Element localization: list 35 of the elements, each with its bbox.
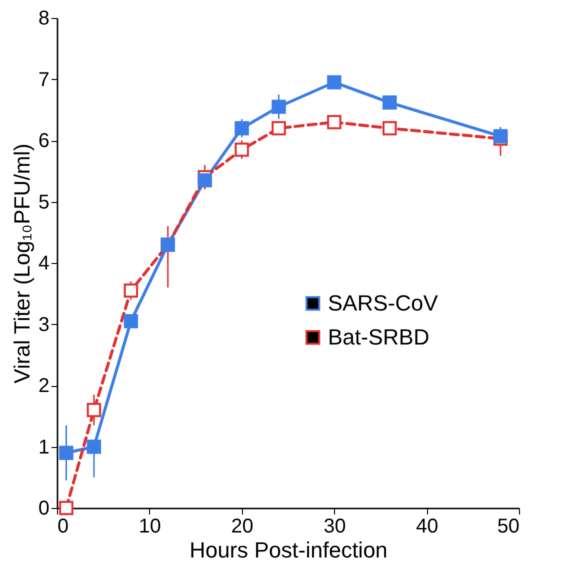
y-tick-label: 1 bbox=[38, 436, 50, 458]
y-tick-label: 6 bbox=[38, 130, 50, 152]
x-axis-title: Hours Post-infection bbox=[189, 538, 388, 562]
point bbox=[124, 314, 138, 328]
point bbox=[382, 95, 397, 110]
point bbox=[382, 121, 397, 136]
point bbox=[493, 129, 508, 144]
y-tick-label: 8 bbox=[38, 8, 50, 30]
point bbox=[86, 402, 102, 418]
y-tick-label: 7 bbox=[38, 68, 50, 91]
y-tick-label: 3 bbox=[38, 314, 50, 336]
x-tick-label: 0 bbox=[58, 516, 69, 538]
point bbox=[59, 446, 74, 460]
point bbox=[272, 121, 286, 136]
y-tick-label: 4 bbox=[38, 252, 50, 274]
legend-label: SARS-CoV bbox=[328, 290, 438, 316]
x-tick-label: 20 bbox=[231, 516, 254, 538]
point bbox=[272, 100, 286, 114]
point bbox=[198, 173, 212, 188]
y-axis-title: Viral Titer (Log₁₀PFU/ml) bbox=[9, 144, 34, 384]
point bbox=[124, 283, 138, 298]
point bbox=[234, 142, 249, 157]
y-tick-label: 0 bbox=[38, 498, 50, 520]
y-tick-label: 5 bbox=[38, 191, 50, 214]
point bbox=[86, 440, 102, 454]
point bbox=[327, 75, 342, 90]
point bbox=[234, 121, 249, 136]
point bbox=[59, 500, 74, 516]
x-tick-label: 30 bbox=[324, 516, 346, 538]
x-tick-label: 10 bbox=[138, 516, 162, 538]
legend-label: Bat-SRBD bbox=[328, 324, 430, 350]
y-tick-label: 2 bbox=[38, 375, 50, 397]
x-tick-label: 50 bbox=[497, 516, 520, 538]
x-tick-label: 40 bbox=[416, 516, 438, 538]
point bbox=[327, 115, 342, 130]
